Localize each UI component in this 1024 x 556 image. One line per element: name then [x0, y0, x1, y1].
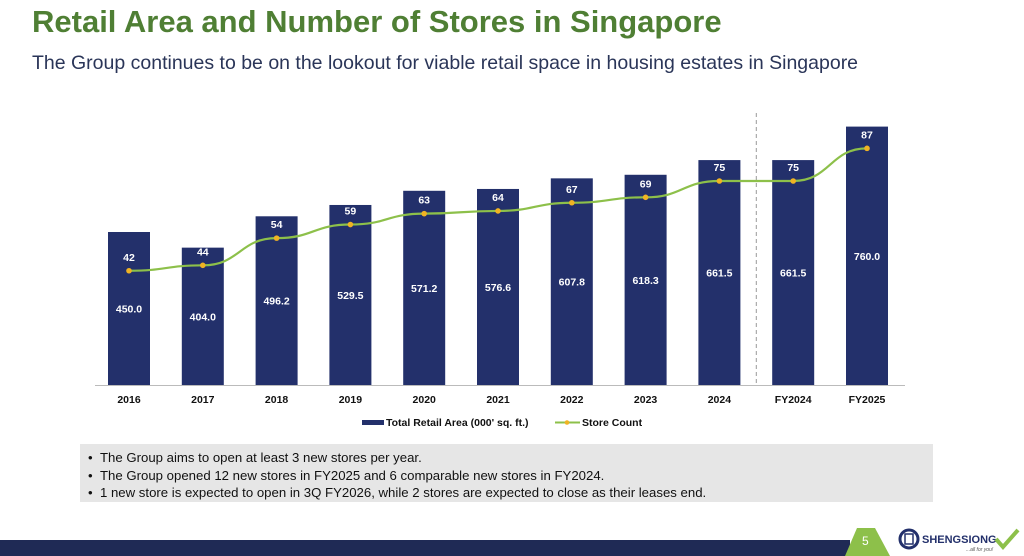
bullet-item: • The Group aims to open at least 3 new …	[88, 450, 422, 465]
x-tick-label: FY2024	[775, 394, 812, 406]
x-tick-label: 2018	[265, 394, 289, 406]
bar-value-label: 450.0	[116, 304, 142, 316]
bar-value-label: 571.2	[411, 283, 437, 295]
x-tick-label: FY2025	[849, 394, 886, 406]
bar	[255, 216, 298, 385]
store-count-label: 42	[123, 252, 135, 264]
store-count-point	[642, 194, 649, 201]
store-count-label: 75	[787, 162, 799, 174]
footer-bar	[0, 540, 850, 556]
page-title: Retail Area and Number of Stores in Sing…	[32, 4, 722, 39]
bar-value-label: 760.0	[854, 251, 880, 263]
bar	[108, 232, 150, 385]
bar-value-label: 576.6	[485, 282, 511, 294]
x-tick-label: 2017	[191, 394, 215, 406]
store-count-label: 69	[640, 178, 652, 190]
legend-point-swatch	[564, 420, 570, 425]
store-count-point	[347, 221, 354, 228]
x-tick-label: 2023	[634, 394, 658, 406]
store-count-point	[200, 262, 206, 269]
bullet-list: • The Group aims to open at least 3 new …	[80, 444, 933, 502]
store-count-point	[569, 199, 575, 206]
store-count-point	[273, 235, 280, 241]
svg-text:...all for you!: ...all for you!	[966, 547, 994, 552]
x-tick-label: 2024	[708, 394, 732, 406]
bar-value-label: 529.5	[337, 290, 363, 302]
store-count-point	[495, 208, 501, 214]
store-count-point	[864, 145, 870, 152]
bar-value-label: 496.2	[263, 296, 289, 308]
shengsiong-logo: SHENGSIONG ...all for you!	[898, 528, 1020, 552]
store-count-label: 87	[861, 129, 873, 141]
x-tick-label: 2022	[560, 394, 584, 406]
x-tick-label: 2019	[339, 394, 363, 406]
store-count-label: 75	[714, 162, 726, 174]
bar-value-label: 618.3	[632, 275, 658, 287]
store-count-label: 63	[418, 195, 430, 207]
bar-value-label: 607.8	[559, 277, 585, 289]
bar	[181, 247, 224, 385]
store-count-point	[716, 178, 723, 184]
bar-value-label: 404.0	[190, 311, 216, 323]
bar	[403, 190, 446, 385]
bar	[550, 178, 593, 385]
store-count-label: 64	[492, 192, 504, 204]
store-count-point	[790, 178, 796, 184]
bullet-item: • 1 new store is expected to open in 3Q …	[88, 485, 707, 500]
x-tick-label: 2020	[413, 394, 437, 406]
bar	[846, 126, 888, 385]
bar	[477, 188, 519, 385]
bar	[624, 174, 667, 385]
x-tick-label: 2016	[117, 394, 141, 406]
store-count-point	[421, 210, 428, 217]
bullet-item: • The Group opened 12 new stores in FY20…	[88, 467, 605, 483]
store-count-label: 54	[271, 219, 283, 231]
store-count-point	[126, 267, 132, 274]
legend-bar-swatch	[362, 420, 384, 425]
svg-text:SHENGSIONG: SHENGSIONG	[922, 534, 997, 546]
bar	[329, 204, 372, 385]
x-tick-label: 2021	[486, 394, 510, 406]
legend-label-retail-area: Total Retail Area (000' sq. ft.)	[386, 417, 529, 429]
retail-area-chart: 450.0 2016 404.0 2017 496.2 2018 529.5 2019 571.…	[95, 113, 905, 429]
store-count-label: 59	[345, 206, 357, 218]
page-number: 5	[862, 534, 869, 548]
bar	[698, 160, 741, 385]
store-count-label: 67	[566, 184, 578, 196]
page-number-tab	[845, 528, 890, 556]
page-subtitle: The Group continues to be on the lookout…	[32, 52, 859, 74]
bar-value-label: 661.5	[780, 268, 806, 280]
bar-value-label: 661.5	[706, 268, 732, 280]
bar	[772, 160, 815, 385]
store-count-label: 44	[197, 246, 209, 258]
legend-label-store-count: Store Count	[582, 417, 643, 429]
